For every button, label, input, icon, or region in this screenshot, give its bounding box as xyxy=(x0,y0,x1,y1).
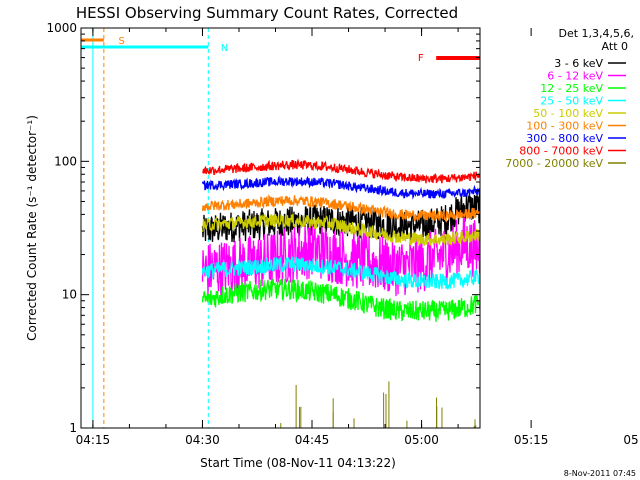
series-line xyxy=(201,217,480,298)
chart-title: HESSI Observing Summary Count Rates, Cor… xyxy=(76,4,458,22)
y-axis-label: Corrected Count Rate (s⁻¹ detector⁻¹) xyxy=(25,115,39,341)
series-line xyxy=(201,256,480,290)
series-line xyxy=(201,175,480,200)
plot-frame xyxy=(80,27,481,429)
legend-header-line-1: Det 1,3,4,5,6, xyxy=(558,27,634,40)
legend-item-label: 100 - 300 keV xyxy=(526,120,603,133)
series-3 xyxy=(201,256,480,290)
x-axis-label: Start Time (08-Nov-11 04:13:22) xyxy=(200,456,396,470)
timestamp: 8-Nov-2011 07:45 xyxy=(564,469,636,478)
legend-header-line-2: Att 0 xyxy=(602,40,628,53)
legend-item-label: 25 - 50 keV xyxy=(540,95,603,108)
plot-area: S N F xyxy=(81,28,480,428)
y-tick-label: 100 xyxy=(54,154,77,168)
marker-s: S xyxy=(118,36,124,47)
series-line xyxy=(201,193,480,224)
marker-n: N xyxy=(221,43,228,54)
series-6 xyxy=(201,175,480,200)
series-2 xyxy=(201,278,480,322)
legend-item-label: 6 - 12 keV xyxy=(547,70,603,83)
marker-f: F xyxy=(418,53,424,64)
y-tick-label: 1 xyxy=(69,421,77,435)
legend-item-label: 800 - 7000 keV xyxy=(519,145,603,158)
series-line xyxy=(202,158,480,184)
series-line xyxy=(201,278,480,322)
series-4 xyxy=(201,213,480,247)
x-tick-label: 04:45 xyxy=(295,433,330,447)
x-tick-label: 04:15 xyxy=(76,433,111,447)
legend-item-label: 3 - 6 keV xyxy=(554,57,603,70)
series-7 xyxy=(202,158,480,184)
x-tick-label: 05:00 xyxy=(404,433,439,447)
legend-item-label: 300 - 800 keV xyxy=(526,132,603,145)
series-5 xyxy=(201,193,480,224)
y-tick-label: 10 xyxy=(62,288,77,302)
legend-item-label: 50 - 100 keV xyxy=(533,107,603,120)
axes: 04:1504:3004:4505:0005:1505:3005:4511010… xyxy=(46,21,640,447)
x-tick-label: 04:30 xyxy=(185,433,220,447)
series-line xyxy=(201,213,480,247)
legend-item-label: 12 - 25 keV xyxy=(540,82,603,95)
series-8 xyxy=(280,381,477,428)
y-tick-label: 1000 xyxy=(46,21,77,35)
x-tick-label: 05:15 xyxy=(514,433,549,447)
legend-item-label: 7000 - 20000 keV xyxy=(505,157,603,170)
x-tick-label: 05:30 xyxy=(623,433,640,447)
